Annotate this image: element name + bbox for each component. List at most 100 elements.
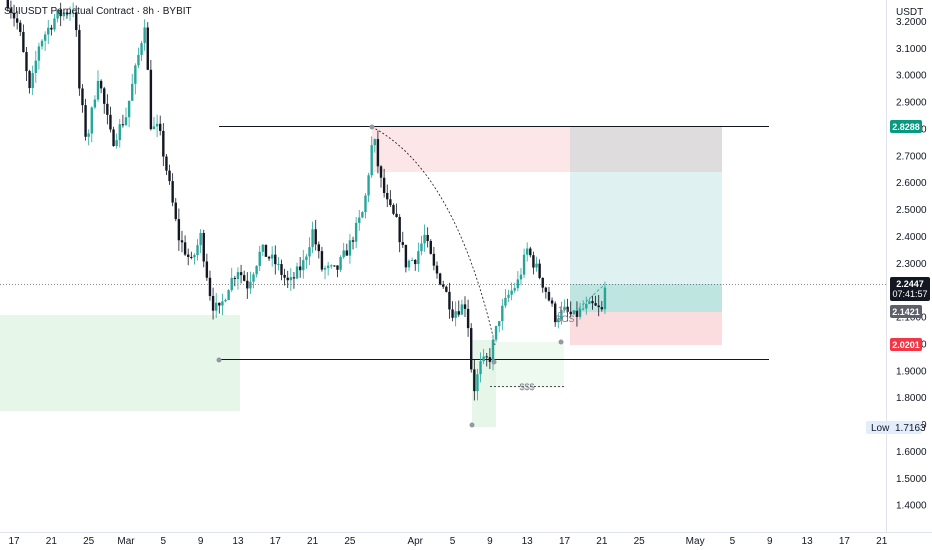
candle-body: [442, 284, 445, 287]
candle-body: [588, 301, 591, 304]
candle-body: [183, 242, 187, 255]
candle-body: [118, 124, 121, 141]
candle-body: [59, 9, 62, 17]
candle-body: [473, 369, 476, 392]
candle-body: [295, 266, 299, 279]
timeframe-label: 1h: [558, 305, 568, 315]
loss-zone: [570, 312, 722, 345]
candle-body: [410, 259, 414, 261]
candle-body: [463, 304, 467, 309]
candle-body: [470, 328, 473, 370]
candle-body: [50, 27, 53, 30]
candle-body: [134, 65, 137, 84]
candle-body: [90, 107, 93, 134]
x-tick-label: 13: [522, 536, 534, 547]
liquidity-label: $$$: [519, 382, 534, 392]
supply-zone: [372, 127, 570, 172]
candle-body: [519, 274, 523, 280]
candle-body: [504, 297, 507, 306]
candle-body: [6, 0, 10, 9]
candle-body: [597, 305, 600, 308]
x-tick-label: 17: [8, 536, 20, 547]
candle-body: [578, 308, 582, 317]
y-tick-label: 2.4000: [896, 232, 927, 243]
candle-body: [302, 260, 305, 271]
candle-body: [330, 265, 333, 267]
candle-body: [336, 265, 339, 270]
price-tag-top-bg: [890, 120, 922, 133]
demand-zone-mid: [490, 342, 564, 388]
candle-body: [261, 244, 265, 252]
candle-body: [581, 308, 585, 310]
candle-body: [40, 40, 44, 47]
candle-body: [252, 274, 255, 282]
candle-body: [370, 145, 373, 176]
candle-body: [395, 213, 398, 217]
candle-body: [541, 277, 544, 288]
candle-body: [152, 126, 156, 130]
candle-body: [585, 303, 588, 309]
candle-body: [547, 291, 551, 301]
pivot-marker: [558, 339, 564, 345]
price-tag-stop: 2.0201: [892, 340, 920, 350]
candle-body: [131, 83, 134, 101]
candle-body: [149, 69, 153, 130]
candle-body: [348, 240, 352, 256]
x-tick-label: 17: [839, 536, 851, 547]
candle-body: [320, 251, 324, 270]
candle-body: [155, 123, 159, 127]
time-axis[interactable]: 17 21 25 Mar 5 9 13 17 21 25 Apr 5 9 13 17 21 25 May 5 9 13 1…: [8, 536, 887, 547]
x-tick-label: 25: [344, 536, 356, 547]
candle-body: [109, 114, 112, 130]
candle-body: [510, 290, 513, 295]
price-axis[interactable]: 3.20003.10003.00002.90002.80002.70002.60…: [896, 17, 927, 512]
candle-body: [435, 265, 439, 274]
candle-body: [211, 295, 215, 311]
x-tick-label: 9: [767, 536, 773, 547]
pivot-marker: [491, 359, 497, 365]
candle-body: [398, 216, 401, 243]
x-tick-label: Apr: [407, 536, 423, 547]
symbol-title[interactable]: SUIUSDT Perpetual Contract · 8h · BYBIT: [4, 6, 192, 17]
x-tick-label: 5: [161, 536, 167, 547]
candle-body: [127, 100, 131, 118]
candle-body: [62, 12, 65, 17]
candle-body: [47, 27, 50, 35]
candle-body: [292, 277, 296, 279]
candle-body: [230, 278, 233, 291]
candle-body: [323, 268, 327, 270]
price-tag-current: 2.2447: [896, 279, 924, 289]
candle-body: [140, 43, 143, 55]
candle-body: [236, 272, 240, 279]
candle-body: [15, 18, 19, 23]
candle-body: [19, 22, 22, 32]
pivot-marker: [469, 422, 475, 428]
candle-body: [498, 321, 501, 327]
candle-body: [221, 301, 224, 306]
candle-body: [227, 290, 230, 300]
x-tick-label: 21: [596, 536, 608, 547]
candle-body: [386, 192, 389, 200]
candle-body: [373, 139, 376, 146]
y-tick-label: 2.9000: [896, 98, 927, 109]
price-tag-countdown: 07:41:57: [892, 289, 927, 299]
candles-group: [6, 0, 607, 401]
candle-body: [84, 105, 87, 137]
y-tick-label: 2.6000: [896, 178, 927, 189]
candle-body: [12, 12, 16, 19]
candle-body: [168, 170, 171, 182]
candle-body: [451, 309, 454, 318]
candle-body: [124, 117, 128, 126]
candle-body: [339, 257, 342, 270]
candle-body: [544, 287, 548, 292]
candle-body: [532, 255, 535, 268]
candle-body: [78, 30, 81, 89]
candle-body: [317, 244, 321, 252]
candle-body: [560, 310, 563, 320]
x-tick-label: 13: [232, 536, 244, 547]
candle-body: [342, 250, 345, 258]
candle-body: [298, 266, 302, 271]
candle-body: [572, 310, 576, 315]
